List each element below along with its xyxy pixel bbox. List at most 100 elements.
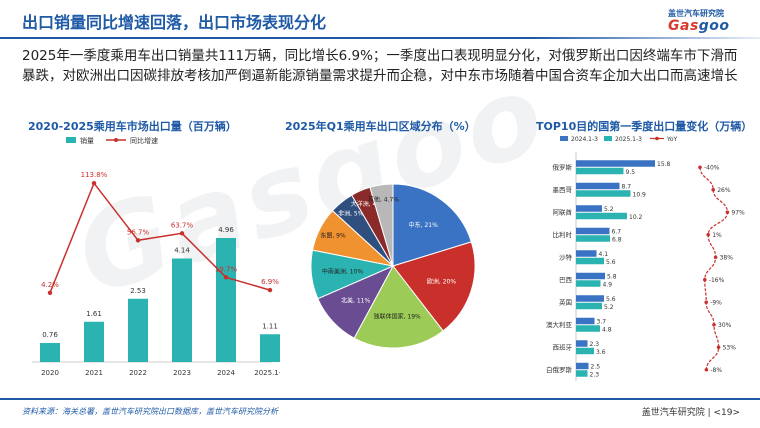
volume-bar bbox=[128, 298, 148, 362]
top10-destination-chart: 2024.1-3 2025.1-3 YoY 俄罗斯 15.8 9.5 墨西哥 8.710.9 阿… bbox=[546, 136, 745, 381]
yoy-label: 6.9% bbox=[261, 278, 279, 286]
logo-cn-text: 盖世汽车研究院 bbox=[668, 9, 724, 18]
category-label: 澳大利亚 bbox=[546, 320, 573, 329]
pie-slice bbox=[392, 183, 473, 267]
yoy-label: -16% bbox=[709, 277, 725, 284]
footer-brand: 盖世汽车研究院 | <19> bbox=[641, 408, 740, 418]
value-label-2024: 2.3 bbox=[590, 341, 600, 348]
value-label-2024: 4.1 bbox=[599, 251, 609, 258]
bar-2024 bbox=[576, 250, 597, 257]
value-label-2025: 5.6 bbox=[606, 259, 616, 266]
category-label: 白俄罗斯 bbox=[546, 365, 573, 374]
volume-bar bbox=[172, 258, 192, 362]
yoy-point bbox=[703, 277, 707, 282]
pie-label: 北美, 11% bbox=[341, 296, 370, 304]
x-tick-label: 2020 bbox=[41, 369, 59, 377]
category-label: 墨西哥 bbox=[553, 186, 573, 194]
volume-label: 4.96 bbox=[218, 226, 234, 234]
pie-label: 大洋洲, 4% bbox=[351, 200, 383, 208]
yoy-label: 26% bbox=[717, 187, 731, 194]
yoy-label: 63.7% bbox=[171, 221, 194, 229]
category-label: 俄罗斯 bbox=[553, 162, 573, 171]
yoy-label: 4.2% bbox=[41, 281, 59, 289]
x-tick-label: 2023 bbox=[173, 369, 191, 377]
legend-label-yoy: 同比增速 bbox=[130, 136, 158, 145]
legend-swatch-volume bbox=[66, 137, 76, 143]
bar-2025 bbox=[576, 302, 602, 310]
footer-divider bbox=[0, 398, 760, 400]
value-label-2025: 2.3 bbox=[590, 371, 600, 378]
yoy-point bbox=[716, 345, 721, 350]
pie-label: 中东, 21% bbox=[409, 221, 438, 229]
chart1-title: 2020-2025乘用车市场出口量（百万辆） bbox=[28, 120, 237, 133]
volume-bar bbox=[40, 343, 60, 362]
legend-label-yoy: YoY bbox=[666, 136, 678, 143]
logo-mark: Gasgoo bbox=[668, 18, 730, 34]
bar-2025 bbox=[576, 235, 610, 242]
bar-2024 bbox=[576, 340, 588, 347]
legend-marker-yoy bbox=[114, 138, 118, 142]
pie-label: 东盟, 9% bbox=[320, 232, 346, 240]
value-label-2024: 2.5 bbox=[591, 363, 601, 370]
yoy-point bbox=[223, 275, 229, 280]
yoy-point bbox=[179, 231, 185, 236]
value-label-2025: 10.2 bbox=[629, 214, 643, 221]
yoy-label: 19.7% bbox=[215, 265, 238, 273]
export-volume-chart: 销量 同比增速 0.76 2020 1.61 2021 2.53 2022 4.14 2023 4.… bbox=[32, 136, 280, 377]
region-distribution-chart: 中东, 21% 欧洲, 20% 独联体国家, 19% 北美, 11% 中南美洲, 10%… bbox=[310, 183, 476, 349]
bar-2024 bbox=[576, 227, 610, 235]
category-label: 西班牙 bbox=[553, 342, 573, 351]
bar-2024 bbox=[576, 317, 595, 325]
value-label-2024: 8.7 bbox=[622, 183, 632, 190]
yoy-point bbox=[704, 367, 709, 372]
bar-2025 bbox=[576, 280, 601, 287]
legend-label-2025: 2025.1-3 bbox=[615, 136, 642, 143]
category-label: 英国 bbox=[559, 297, 572, 306]
bar-2025 bbox=[576, 257, 604, 265]
pie-label: 中南美洲, 10% bbox=[322, 267, 363, 275]
pie-slice bbox=[392, 241, 476, 332]
footer-source: 资料来源：海关总署，盖世汽车研究院出口数据库，盖世汽车研究院分析 bbox=[22, 407, 278, 416]
bar-2024 bbox=[576, 272, 605, 280]
yoy-label: 1% bbox=[712, 232, 722, 239]
yoy-label: 38% bbox=[720, 254, 734, 261]
yoy-wave-line bbox=[699, 167, 729, 370]
volume-label: 0.76 bbox=[42, 331, 58, 339]
yoy-point bbox=[712, 322, 716, 327]
yoy-label: 113.8% bbox=[81, 171, 108, 179]
pie-slice bbox=[353, 265, 444, 349]
volume-label: 1.61 bbox=[86, 310, 102, 318]
bar-2025 bbox=[576, 370, 588, 377]
value-label-2024: 5.8 bbox=[607, 273, 617, 280]
yoy-point bbox=[704, 300, 708, 305]
volume-label: 4.14 bbox=[174, 247, 190, 255]
bar-2024 bbox=[576, 295, 604, 302]
value-label-2024: 3.7 bbox=[597, 318, 607, 325]
bar-2025 bbox=[576, 190, 631, 197]
legend-label-volume: 销量 bbox=[80, 136, 94, 145]
yoy-point bbox=[91, 181, 97, 186]
value-label-2025: 5.2 bbox=[604, 304, 614, 311]
value-label-2025: 4.8 bbox=[602, 326, 612, 333]
yoy-point bbox=[706, 232, 710, 237]
value-label-2024: 5.6 bbox=[606, 296, 616, 303]
yoy-label: 56.7% bbox=[127, 228, 150, 236]
yoy-point bbox=[725, 210, 730, 215]
value-label-2025: 6.8 bbox=[612, 236, 622, 243]
yoy-label: 30% bbox=[718, 322, 732, 329]
value-label-2024: 15.8 bbox=[657, 161, 671, 168]
bar-2025 bbox=[576, 325, 600, 332]
volume-bar bbox=[84, 321, 104, 362]
bar-2025 bbox=[576, 212, 627, 220]
legend-swatch-2025 bbox=[604, 136, 612, 141]
logo-mark-a: Gas bbox=[668, 18, 699, 34]
value-label-2025: 3.6 bbox=[596, 349, 606, 356]
yoy-label: 53% bbox=[723, 344, 737, 351]
x-tick-label: 2021 bbox=[85, 369, 103, 377]
yoy-point bbox=[267, 287, 273, 293]
category-label: 阿联酋 bbox=[553, 207, 573, 216]
pie-label: 非洲, 5% bbox=[338, 210, 364, 218]
summary-text: 2025年一季度乘用车出口销量共111万辆，同比增长6.9%；一季度出口表现明显… bbox=[22, 48, 738, 84]
yoy-label: -8% bbox=[710, 367, 722, 374]
x-tick-label: 2022 bbox=[129, 369, 147, 377]
